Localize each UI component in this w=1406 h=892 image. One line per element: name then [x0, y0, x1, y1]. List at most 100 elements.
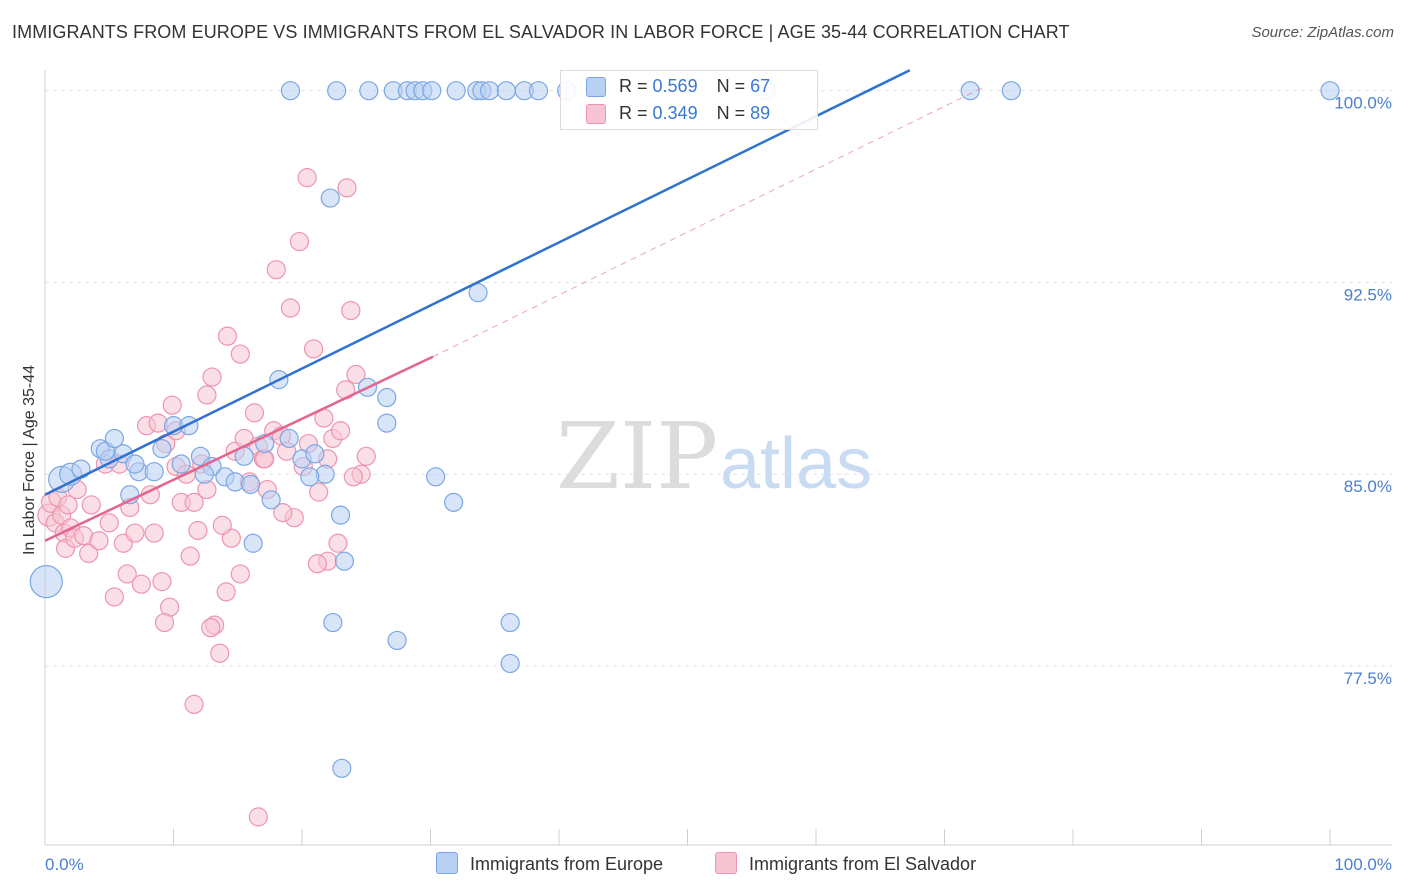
el-salvador-point [117, 564, 137, 584]
el-salvador-point [144, 523, 164, 543]
el-salvador-point [99, 513, 119, 533]
legend-r-value: 0.349 [652, 103, 698, 123]
europe-point [422, 81, 442, 101]
europe-swatch [586, 77, 606, 97]
europe-point [179, 416, 199, 436]
y-tick-label: 77.5% [1344, 669, 1392, 688]
watermark-zip: ZIP [556, 403, 718, 510]
europe-point [377, 413, 397, 433]
europe-point [104, 428, 124, 449]
legend-r-label: R = [619, 103, 648, 123]
el-salvador-point [309, 482, 329, 502]
el-salvador-point [303, 339, 324, 359]
europe-point [500, 612, 520, 633]
el-salvador-point [230, 344, 250, 364]
chart-title: IMMIGRANTS FROM EUROPE VS IMMIGRANTS FRO… [12, 22, 1070, 42]
europe-points [29, 81, 1340, 778]
el-salvador-point [201, 618, 221, 638]
europe-point [359, 81, 379, 101]
europe-point [332, 758, 352, 778]
el-salvador-point [104, 587, 124, 607]
el-salvador-point [341, 300, 361, 321]
el-salvador-point [297, 168, 317, 188]
el-salvador-point [346, 364, 366, 385]
el-salvador-trend-extension [432, 85, 988, 358]
europe-point [327, 81, 347, 101]
europe-point [387, 630, 407, 651]
europe-point [334, 551, 355, 571]
europe-point [152, 439, 172, 459]
europe-point [261, 490, 281, 510]
europe-point [330, 505, 351, 525]
europe-point [320, 188, 340, 208]
x-tick-label-min: 0.0% [45, 855, 84, 874]
europe-point [243, 533, 263, 553]
europe-point [528, 81, 549, 101]
el-salvador-point [202, 367, 222, 387]
el-salvador-point [131, 574, 151, 594]
trend-lines [44, 69, 988, 542]
europe-point [1001, 81, 1021, 101]
europe-point [144, 462, 164, 482]
watermark-atlas: atlas [720, 424, 872, 504]
europe-point [279, 428, 299, 449]
el-salvador-point [343, 467, 363, 487]
europe-point [323, 612, 343, 633]
europe-point [480, 81, 500, 101]
europe-point [446, 81, 466, 101]
watermark: ZIP atlas [556, 403, 872, 510]
y-tick-label: 100.0% [1334, 94, 1392, 113]
legend-n-label: N = [716, 103, 746, 123]
el-salvador-point [188, 520, 208, 541]
el-salvador-trend-line [44, 355, 434, 542]
legend-n-value: 89 [750, 103, 771, 123]
tick-labels: 77.5% 85.0% 92.5% 100.0% 0.0% 100.0% [45, 94, 1392, 874]
el-salvador-point [89, 531, 109, 551]
europe-trend-line [44, 69, 911, 496]
europe-point [29, 565, 63, 599]
el-salvador-point [230, 564, 250, 584]
legend-r-value: 0.569 [652, 76, 698, 96]
el-salvador-point [307, 554, 328, 574]
el-salvador-point [244, 403, 265, 423]
el-salvador-point [180, 546, 200, 566]
europe-legend-label: Immigrants from Europe [470, 854, 664, 874]
el-salvador-point [248, 807, 268, 827]
el-salvador-point [289, 231, 310, 252]
el-salvador-point [216, 582, 236, 602]
el-salvador-point [58, 495, 78, 515]
el-salvador-point [280, 298, 301, 318]
europe-point [71, 459, 91, 479]
europe-point [444, 492, 464, 512]
el-salvador-points [37, 168, 376, 827]
europe-point [300, 467, 320, 487]
europe-point [500, 653, 520, 674]
gridlines [45, 90, 1392, 667]
legend-row-europe: R = 0.569 N = 67 [586, 76, 770, 97]
europe-legend-swatch [436, 852, 458, 874]
el-salvador-point [330, 421, 351, 441]
el-salvador-point [125, 523, 145, 543]
stats-legend: R = 0.569 N = 67 R = 0.349 N = 89 [560, 70, 818, 130]
el-salvador-point [79, 543, 99, 564]
europe-point [171, 454, 191, 474]
el-salvador-point [212, 515, 232, 535]
legend-row-el-salvador: R = 0.349 N = 89 [586, 103, 771, 124]
europe-point [426, 467, 446, 487]
el-salvador-swatch [586, 104, 606, 124]
bottom-legend-europe: Immigrants from Europe [436, 852, 663, 875]
europe-point [305, 444, 325, 464]
europe-point [468, 283, 488, 303]
el-salvador-point [197, 385, 217, 405]
y-tick-label: 92.5% [1344, 285, 1392, 304]
el-salvador-point [162, 395, 182, 415]
el-salvador-legend-label: Immigrants from El Salvador [749, 854, 977, 874]
el-salvador-point [328, 533, 348, 553]
el-salvador-point [356, 446, 376, 466]
bottom-legend-el-salvador: Immigrants from El Salvador [715, 852, 976, 875]
axes [44, 70, 1392, 846]
legend-r-label: R = [619, 76, 648, 96]
el-salvador-point [217, 326, 238, 346]
y-tick-label: 85.0% [1344, 477, 1392, 496]
